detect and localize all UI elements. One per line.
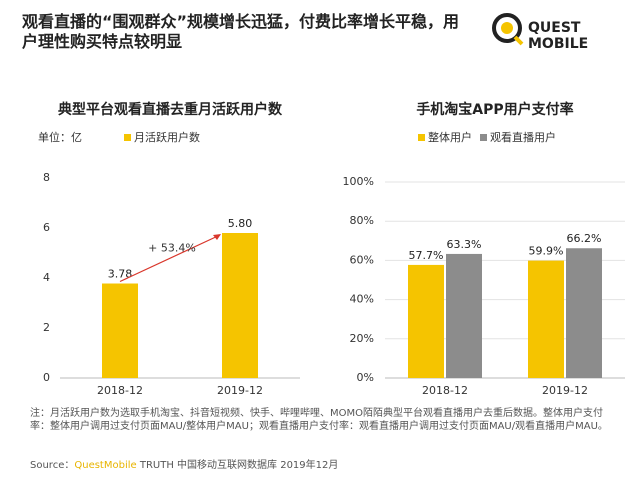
source-brand: QuestMobile (74, 460, 137, 471)
y-tick-label: 0% (357, 371, 374, 384)
x-tick-label: 2018-12 (97, 384, 143, 397)
logo-text: QUEST MOBILE (528, 20, 589, 52)
annotation: + 53.4% (148, 241, 196, 254)
bar (222, 233, 258, 378)
y-tick-label: 80% (350, 214, 374, 227)
value-label: 59.9% (529, 245, 564, 258)
legend-label: 整体用户 (428, 130, 472, 144)
x-tick-label: 2019-12 (542, 384, 588, 397)
y-tick-label: 4 (43, 271, 50, 284)
bar (446, 253, 482, 378)
change-arrow (119, 234, 221, 283)
value-label: 66.2% (567, 232, 602, 245)
y-tick-label: 0 (43, 371, 50, 384)
x-tick-label: 2019-12 (217, 384, 263, 397)
chart-title: 手机淘宝APP用户支付率 (416, 101, 573, 118)
legend-label: 月活跃用户数 (134, 130, 200, 144)
y-tick-label: 8 (43, 171, 50, 184)
value-label: 5.80 (228, 217, 253, 230)
source-label: Source： (30, 460, 75, 471)
y-tick-label: 20% (350, 332, 374, 345)
y-tick-label: 2 (43, 321, 50, 334)
legend-swatch (480, 134, 487, 141)
y-tick-label: 60% (350, 253, 374, 266)
value-label: 3.78 (108, 268, 133, 281)
note: 注：月活跃用户数为选取手机淘宝、抖音短视频、快手、哔哩哔哩、MOMO陌陌典型平台… (30, 408, 608, 432)
legend-label: 观看直播用户 (490, 130, 556, 144)
bar (566, 248, 602, 378)
source-text: TRUTH 中国移动互联网数据库 2019年12月 (139, 460, 339, 471)
x-tick-label: 2018-12 (422, 384, 468, 397)
change-arrowhead (213, 234, 221, 240)
unit-label: 单位：亿 (38, 130, 82, 144)
bar (408, 264, 444, 378)
y-tick-label: 100% (343, 175, 374, 188)
y-tick-label: 40% (350, 293, 374, 306)
chart-title: 典型平台观看直播去重月活跃用户数 (58, 101, 283, 118)
legend-swatch (124, 134, 131, 141)
y-tick-label: 6 (43, 221, 50, 234)
bar (528, 260, 564, 378)
source: Source：QuestMobile TRUTH 中国移动互联网数据库 2019… (30, 456, 338, 471)
logo-icon (492, 13, 524, 46)
bar (102, 283, 138, 378)
value-label: 57.7% (409, 249, 444, 262)
page-title: 观看直播的“围观群众”规模增长迅猛，付费比率增长平稳，用户理性购买特点较明显 (22, 12, 460, 51)
legend-swatch (418, 134, 425, 141)
value-label: 63.3% (447, 238, 482, 251)
